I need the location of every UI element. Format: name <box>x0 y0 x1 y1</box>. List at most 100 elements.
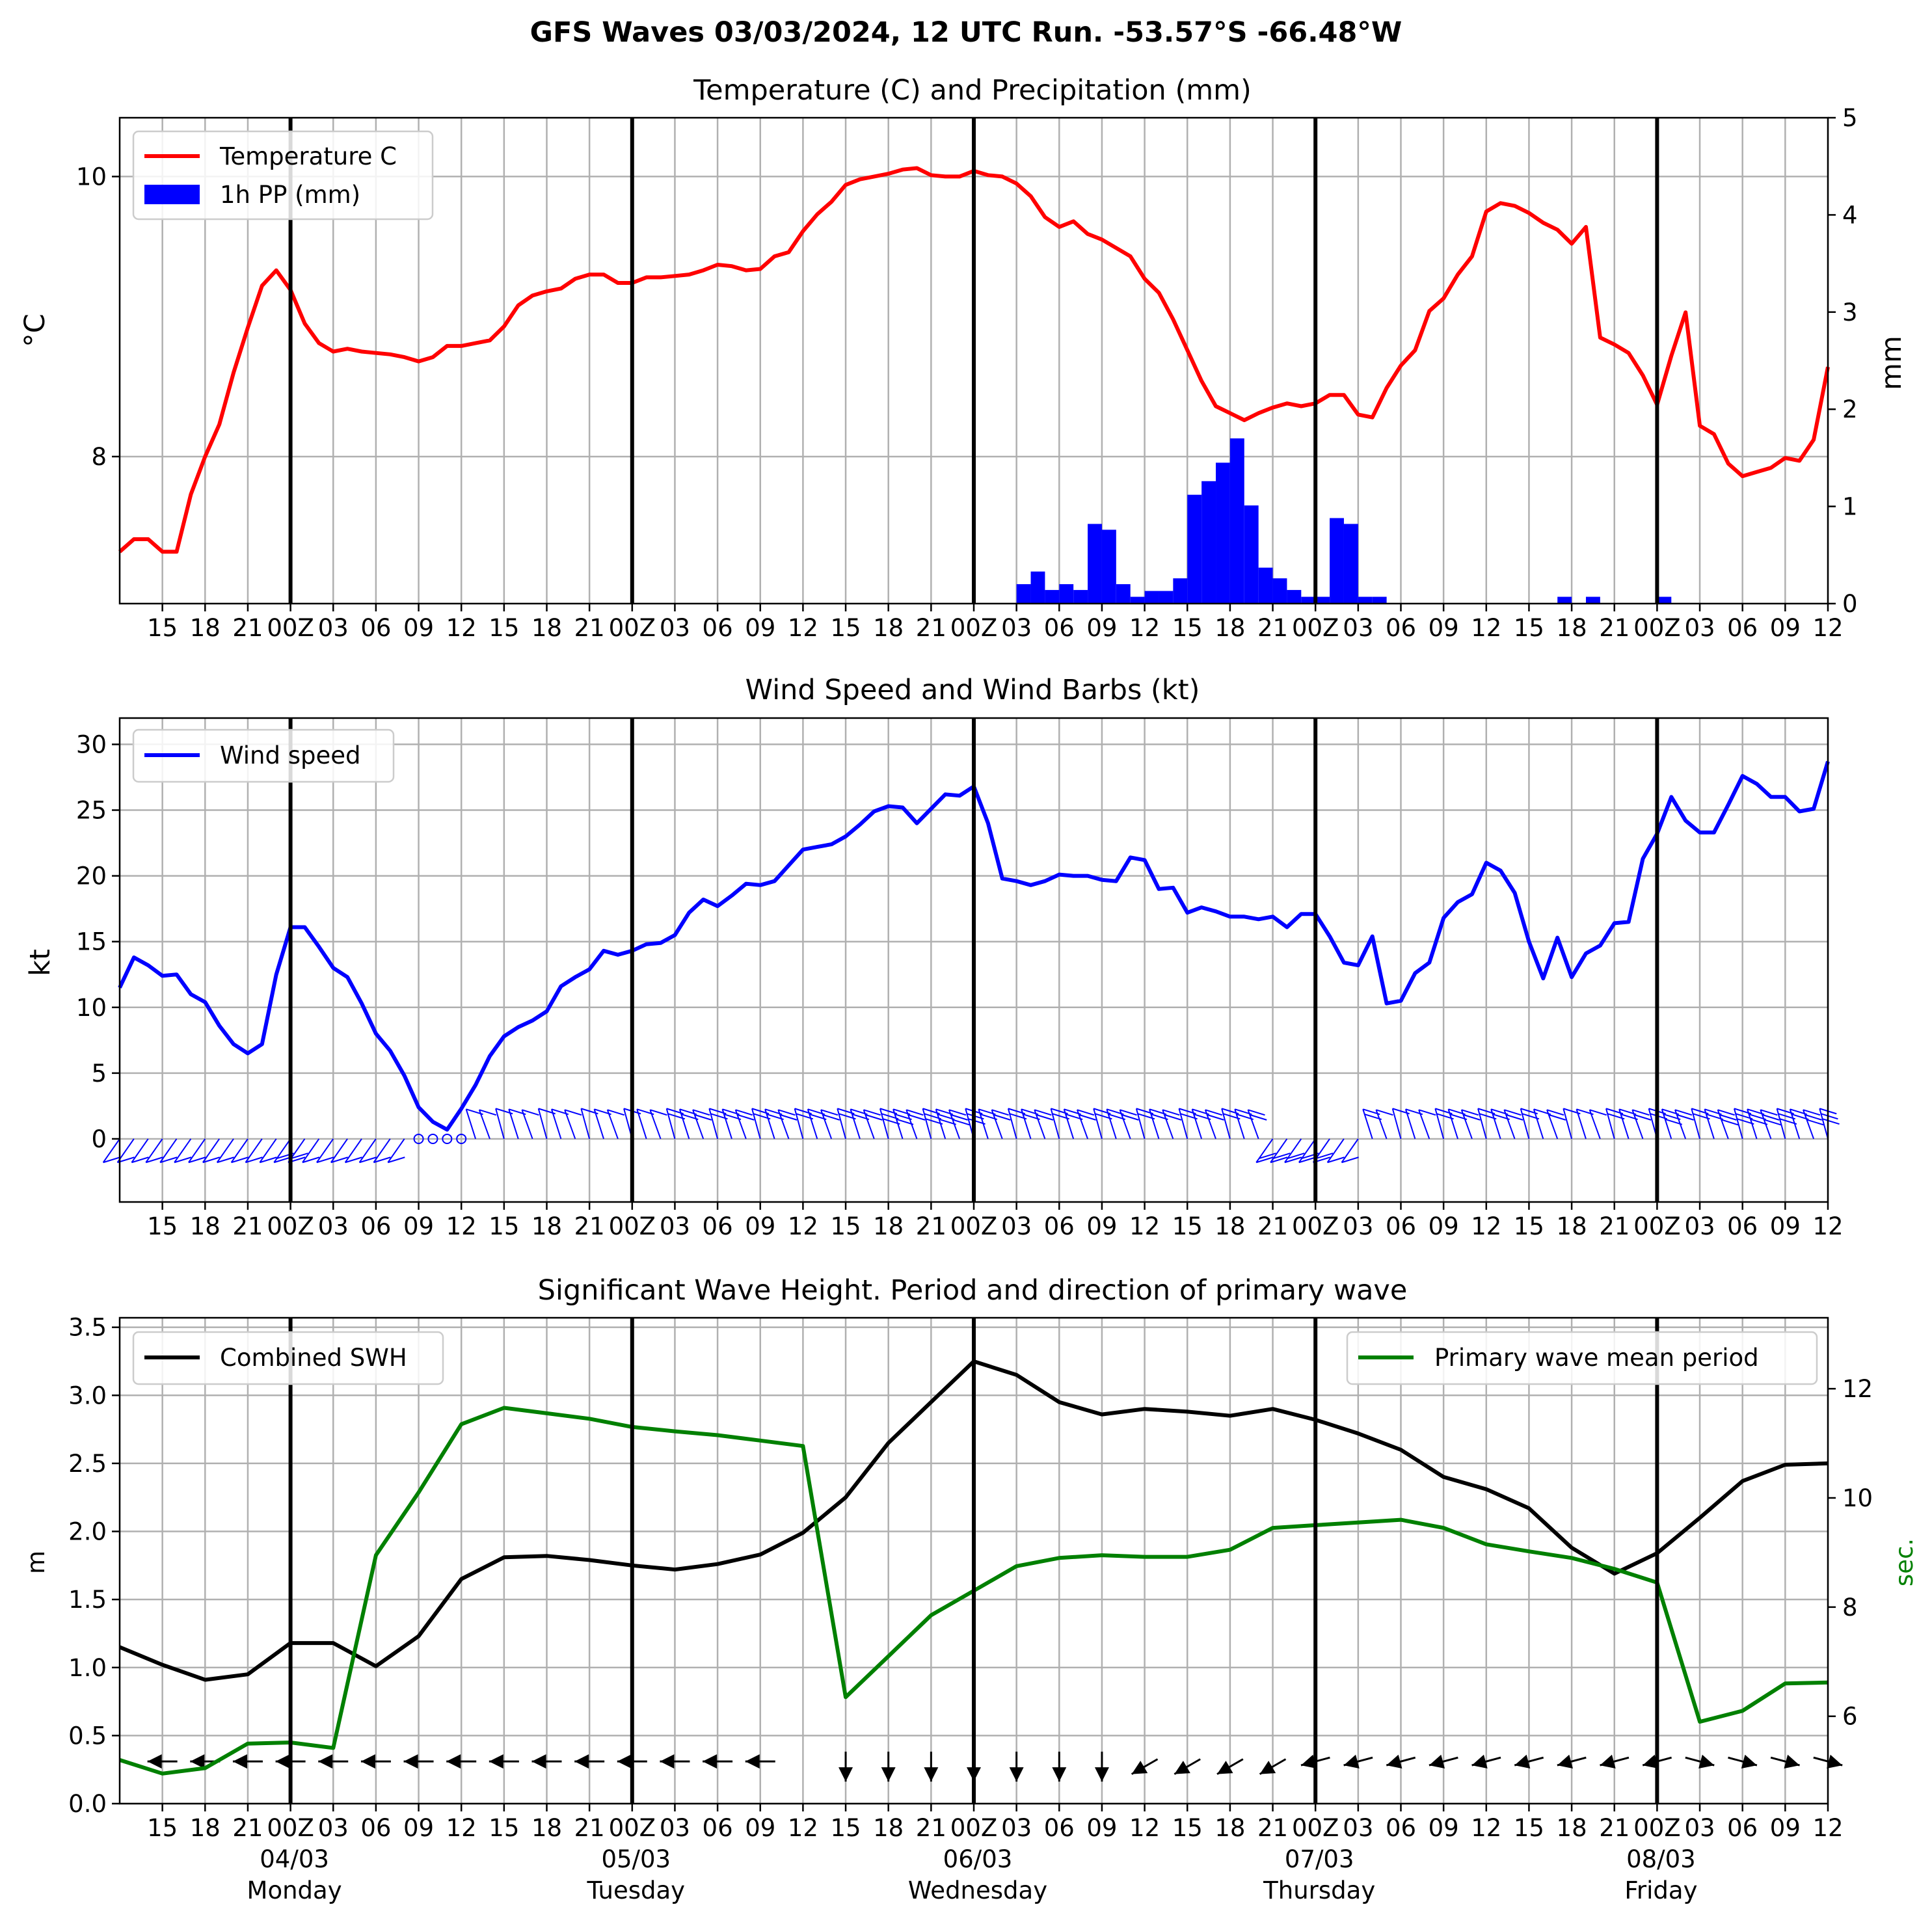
weekday-label: Friday <box>1624 1876 1697 1904</box>
wind-barb-staff <box>665 1108 676 1140</box>
weekday-label: Tuesday <box>587 1876 686 1904</box>
x-tick-label: 00Z <box>1292 1814 1339 1842</box>
wind-barb-staff <box>1234 1108 1245 1140</box>
wind-barb-staff <box>1418 1109 1430 1140</box>
wind-barb-staff <box>1341 1138 1359 1163</box>
wind-barb-staff <box>1050 1108 1060 1140</box>
wind-barb-staff <box>850 1108 861 1140</box>
y-tick-label: 8 <box>91 443 107 471</box>
panel-title: Wind Speed and Wind Barbs (kt) <box>745 674 1200 706</box>
y2-tick-label: 1 <box>1842 493 1858 521</box>
x-tick-label: 00Z <box>950 1814 997 1842</box>
x-tick-label: 06 <box>1386 1212 1416 1240</box>
wind-barbs <box>102 1108 1840 1164</box>
x-tick-label: 03 <box>1001 1814 1032 1842</box>
x-tick-label: 00Z <box>950 614 997 642</box>
x-tick-label: 09 <box>403 1814 434 1842</box>
wind-barb-staff <box>837 1108 847 1140</box>
wind-barb-feather <box>1461 1109 1479 1116</box>
wind-barb-staff <box>1563 1108 1573 1140</box>
wind-barb-feather <box>1418 1109 1436 1116</box>
x-tick-label: 06 <box>703 1212 733 1240</box>
x-tick-label: 06 <box>1386 1814 1416 1842</box>
x-tick-label: 15 <box>831 614 861 642</box>
wind-barb-feather <box>896 1118 914 1125</box>
wave-arrow-head <box>1094 1767 1109 1782</box>
wind-barb-staff <box>764 1108 775 1140</box>
x-tick-label: 21 <box>1599 1814 1630 1842</box>
wind-barb-feather <box>273 1156 291 1164</box>
x-tick-label: 18 <box>1557 614 1587 642</box>
wind-barb-feather <box>260 1156 277 1164</box>
x-tick-label: 18 <box>873 1212 904 1240</box>
wind-barb-staff <box>1270 1138 1288 1163</box>
wind-barb-staff <box>495 1108 505 1140</box>
precip-bar <box>1173 578 1188 604</box>
wind-barb-staff <box>606 1109 619 1140</box>
wind-barb-staff <box>1733 1108 1743 1140</box>
x-tick-label: 18 <box>1557 1814 1587 1842</box>
wave-arrow-head <box>1216 1761 1233 1774</box>
wind-barb-feather <box>1327 1156 1345 1164</box>
y2-tick-label: 10 <box>1842 1484 1873 1512</box>
wind-barb-staff <box>1326 1138 1345 1163</box>
x-tick-label: 12 <box>788 1212 818 1240</box>
x-tick-label: 06 <box>1386 614 1416 642</box>
x-tick-label: 00Z <box>1633 614 1680 642</box>
x-tick-label: 21 <box>916 614 946 642</box>
wind-barb-feather <box>1750 1118 1768 1125</box>
x-tick-label: 09 <box>403 614 434 642</box>
y-tick-label: 10 <box>76 994 107 1022</box>
x-tick-label: 15 <box>1172 1212 1203 1240</box>
precip-bar <box>1229 438 1244 604</box>
wind-barb-feather <box>1805 1114 1822 1121</box>
x-tick-label: 00Z <box>1292 614 1339 642</box>
wind-barb-staff <box>521 1109 533 1140</box>
wind-barb-feather <box>778 1109 796 1116</box>
x-tick-label: 00Z <box>950 1212 997 1240</box>
wind-barb-feather <box>1315 1153 1334 1160</box>
wind-barb-staff <box>1221 1108 1231 1140</box>
x-tick-label: 09 <box>1770 1814 1801 1842</box>
date-label: 08/03 <box>1626 1845 1696 1873</box>
precip-bar <box>1272 578 1287 604</box>
wind-barb-staff <box>1021 1108 1032 1140</box>
calm-barb <box>413 1133 424 1144</box>
wave-arrow-head <box>190 1754 205 1769</box>
wave-arrow-head <box>489 1754 503 1769</box>
y2-tick-label: 6 <box>1842 1703 1858 1731</box>
wind-barb-feather <box>522 1109 539 1116</box>
x-tick-label: 03 <box>1343 1814 1373 1842</box>
wind-barb-feather <box>188 1156 206 1164</box>
wind-barb-feather <box>1762 1114 1780 1121</box>
x-tick-label: 09 <box>1086 1814 1117 1842</box>
x-tick-label: 12 <box>1471 1814 1501 1842</box>
wave-arrow-head <box>745 1754 760 1769</box>
wind-barb-staff <box>478 1109 490 1140</box>
x-tick-label: 03 <box>1343 1212 1373 1240</box>
wind-barb-feather <box>1298 1156 1317 1164</box>
wind-barb-staff <box>1789 1108 1801 1140</box>
wind-barb-staff <box>1674 1109 1687 1140</box>
wind-barb-staff <box>1477 1108 1487 1140</box>
legend-precip-swatch <box>144 185 200 204</box>
x-tick-label: 12 <box>1812 614 1843 642</box>
y-tick-label: 2.0 <box>68 1518 107 1546</box>
wind-barb-staff <box>948 1109 961 1140</box>
wind-barb-staff <box>1589 1109 1601 1140</box>
wind-barb-staff <box>935 1108 946 1140</box>
x-tick-label: 09 <box>1086 1212 1117 1240</box>
wind-barb-staff <box>1605 1108 1615 1140</box>
x-tick-label: 03 <box>318 1814 349 1842</box>
wind-barb-staff <box>1704 1108 1715 1140</box>
wave-arrow-head <box>531 1754 546 1769</box>
x-tick-label: 03 <box>1001 614 1032 642</box>
wind-barb-feather <box>1505 1114 1523 1121</box>
x-tick-label: 21 <box>574 614 605 642</box>
wind-barb-feather <box>1273 1153 1291 1160</box>
wind-barb-staff <box>734 1109 747 1140</box>
x-tick-label: 18 <box>1214 614 1245 642</box>
wind-barb-staff <box>358 1138 377 1163</box>
wind-barb-staff <box>580 1108 591 1140</box>
